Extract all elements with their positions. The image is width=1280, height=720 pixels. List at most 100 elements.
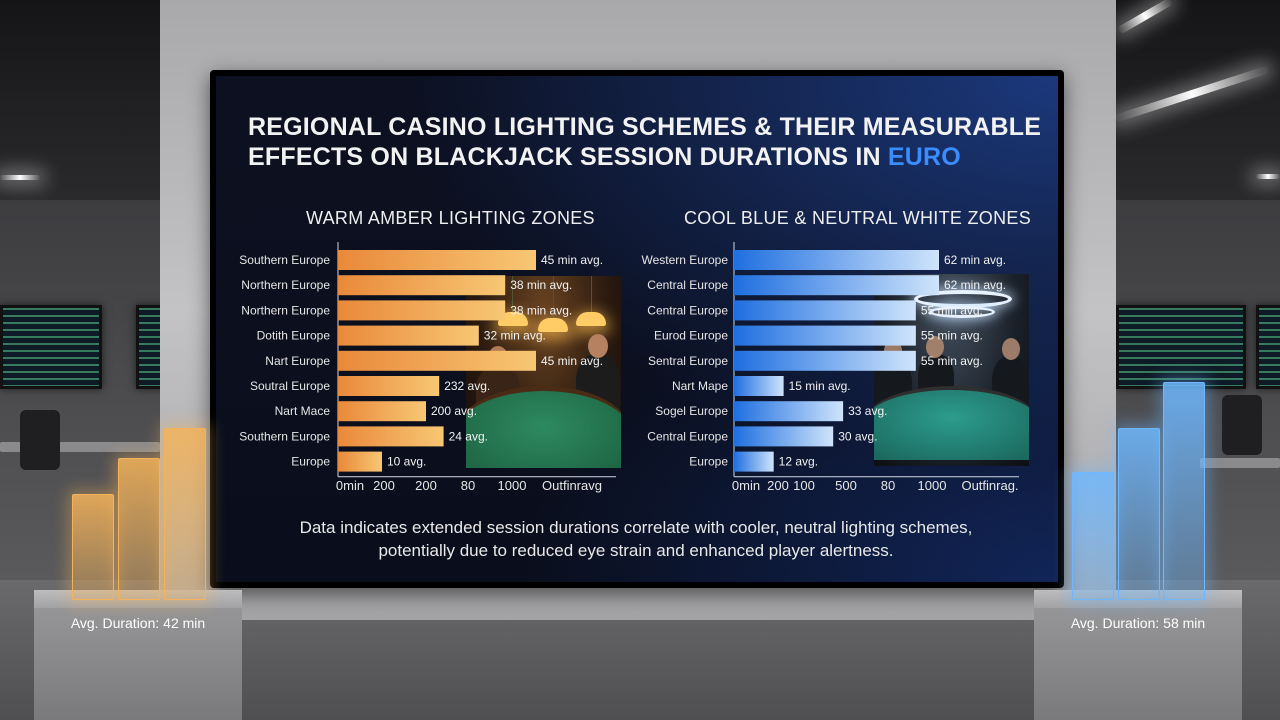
background-monitor <box>1256 305 1280 389</box>
background-chair <box>1222 395 1262 455</box>
ceiling-light <box>0 175 40 180</box>
cool-tick-label: 100 <box>793 478 815 493</box>
cool-tick-label: 1000 <box>918 478 947 493</box>
warm-category-label: Southern Europe <box>239 253 330 267</box>
warm-data-label: 232 avg. <box>444 379 490 393</box>
background-monitor <box>1116 305 1246 389</box>
cool-bar <box>734 350 916 371</box>
lamp-cord <box>591 276 592 314</box>
page-title: REGIONAL CASINO LIGHTING SCHEMES & THEIR… <box>248 112 1048 172</box>
cool-bar <box>734 325 916 346</box>
cool-data-label: 62 min avg. <box>944 253 1006 267</box>
warm-glow-bar <box>118 458 160 600</box>
warm-pedestal: Avg. Duration: 42 min <box>34 590 242 720</box>
cool-bar <box>734 275 939 296</box>
blackjack-table <box>874 386 1029 460</box>
background-desk <box>1200 458 1280 468</box>
background-monitor <box>0 305 102 389</box>
warm-tick-label: 200 <box>415 478 437 493</box>
warm-tick-label: 1000 <box>498 478 527 493</box>
cool-category-label: Central Europe <box>647 303 728 317</box>
warm-bar <box>338 426 444 447</box>
cool-data-label: 12 avg. <box>779 455 818 469</box>
cool-category-label: Central Europe <box>647 278 728 292</box>
warm-data-label: 45 min avg. <box>541 253 603 267</box>
warm-bars <box>338 250 536 472</box>
cool-bar <box>734 300 916 321</box>
lamp-cord <box>512 276 513 314</box>
cool-data-label: 30 avg. <box>838 429 877 443</box>
cool-bars <box>734 250 939 472</box>
title-line-2-text: EFFECTS ON BLACKJACK SESSION DURATIONS I… <box>248 143 888 171</box>
warm-category-label: Northern Europe <box>241 303 330 317</box>
warm-category-label: Europe <box>291 455 330 469</box>
warm-bar <box>338 376 440 396</box>
warm-labels: Southern Europe 45 min avg. Northern Europ… <box>239 253 603 493</box>
cool-bar <box>734 426 834 447</box>
cool-category-label: Nart Mape <box>672 379 728 393</box>
cool-data-label: 33 avg. <box>848 404 887 418</box>
warm-casino-photo <box>466 276 621 468</box>
warm-category-label: Northern Europe <box>241 278 330 292</box>
cool-data-label: 62 min avg. <box>944 278 1006 292</box>
warm-bar <box>338 325 479 346</box>
cool-glow-bar <box>1163 382 1205 600</box>
warm-tick-label: 200 <box>373 478 395 493</box>
ceiling-ring-light-icon <box>929 306 995 318</box>
title-line-2: EFFECTS ON BLACKJACK SESSION DURATIONS I… <box>248 142 1048 172</box>
cool-panel-title: COOL BLUE & NEUTRAL WHITE ZONES <box>684 208 1032 228</box>
warm-avg-duration-label: Avg. Duration: 42 min <box>70 615 206 631</box>
cool-casino-photo <box>874 274 1029 466</box>
warm-data-label: 38 min avg. <box>510 278 572 292</box>
warm-bar <box>338 401 426 422</box>
warm-tick-label: Outfinravg <box>542 478 602 493</box>
cool-pedestal: Avg. Duration: 58 min <box>1034 590 1242 720</box>
warm-glow-bar <box>164 428 206 600</box>
warm-category-label: Dotith Europe <box>257 329 331 343</box>
footnote-line-2: potentially due to reduced eye strain an… <box>378 541 894 560</box>
cool-tick-label: Outfinrag. <box>961 478 1018 493</box>
warm-data-label: 45 min avg. <box>541 354 603 368</box>
warm-tick-label: 0min <box>336 478 364 493</box>
player-head <box>1002 338 1020 360</box>
cool-bar <box>734 376 784 396</box>
dealer-head <box>588 334 608 358</box>
warm-data-label: 24 avg. <box>449 429 488 443</box>
dealer-head <box>926 336 944 358</box>
background-chair <box>20 410 60 470</box>
cool-avg-duration-label: Avg. Duration: 58 min <box>1070 615 1206 631</box>
warm-bar <box>338 451 382 472</box>
warm-data-label: 10 avg. <box>387 455 426 469</box>
warm-bar <box>338 350 536 371</box>
ceiling-light <box>1256 174 1280 179</box>
cool-bar <box>734 401 844 422</box>
cool-glow-bar <box>1118 428 1160 600</box>
cool-data-label: 55 min avg. <box>921 303 983 317</box>
warm-bar <box>338 300 506 321</box>
screen-content: REGIONAL CASINO LIGHTING SCHEMES & THEIR… <box>216 76 1058 582</box>
pendant-lamp-icon <box>498 312 528 326</box>
cool-tick-label: 80 <box>881 478 895 493</box>
cool-data-label: 15 min avg. <box>789 379 851 393</box>
warm-panel-title: WARM AMBER LIGHTING ZONES <box>306 208 595 228</box>
cool-tick-label: 0min <box>732 478 760 493</box>
warm-category-label: Soutral Europe <box>250 379 330 393</box>
pendant-lamp-icon <box>538 318 568 332</box>
cool-data-label: 55 min avg. <box>921 329 983 343</box>
warm-category-label: Nart Europe <box>265 354 330 368</box>
warm-tick-label: 80 <box>461 478 475 493</box>
footnote: Data indicates extended session duration… <box>276 516 996 562</box>
warm-bar <box>338 275 506 296</box>
warm-lighting-bar-chart: Southern Europe 45 min avg. Northern Europ… <box>239 242 616 493</box>
cool-bar <box>734 451 774 472</box>
title-accent: EURO <box>887 143 961 171</box>
cool-category-label: Europe <box>689 455 728 469</box>
warm-data-label: 32 min avg. <box>484 329 546 343</box>
cool-category-label: Sentral Europe <box>648 354 728 368</box>
warm-data-label: 38 min avg. <box>510 303 572 317</box>
warm-glow-bar <box>72 494 114 600</box>
warm-bar <box>338 250 536 270</box>
cool-bar <box>734 250 939 270</box>
cool-category-label: Eurod Europe <box>654 329 728 343</box>
footnote-line-1: Data indicates extended session duration… <box>299 518 973 537</box>
